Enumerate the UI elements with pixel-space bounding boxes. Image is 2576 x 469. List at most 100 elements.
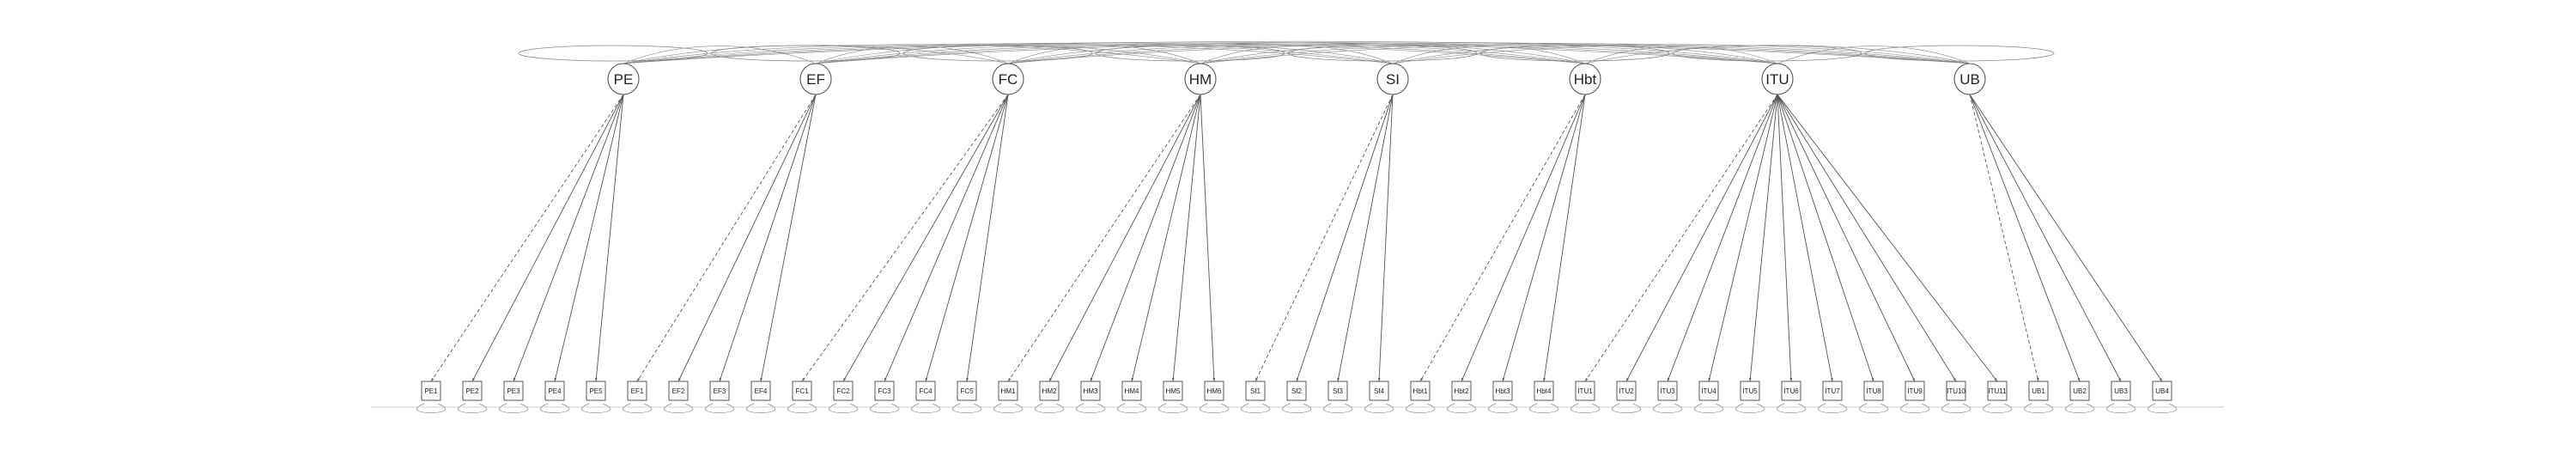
- indicator-SI4: SI4: [1369, 381, 1389, 401]
- latent-circle-SI: [1376, 63, 1409, 95]
- loading-path-ITU-ITU6: [1777, 94, 1792, 382]
- loading-path-Hbt-Hbt3: [1502, 94, 1586, 382]
- covariance-arc-FC-HM: [1007, 46, 1201, 64]
- residual-loop-UB3: [2105, 403, 2136, 413]
- variance-loop-ITU: [1672, 45, 1862, 62]
- latent-label-EF: EF: [806, 71, 825, 88]
- indicator-label-ITU5: ITU5: [1742, 387, 1758, 395]
- indicator-HM2: HM2: [1039, 381, 1060, 401]
- indicator-PE5: PE5: [586, 381, 606, 401]
- residual-loop-ITU4: [1693, 403, 1724, 413]
- loading-path-Hbt-Hbt1: [1419, 94, 1586, 382]
- covariance-arc-PE-ITU: [623, 41, 1778, 64]
- indicator-box-ITU6: [1781, 381, 1801, 401]
- latent-label-Hbt: Hbt: [1574, 71, 1597, 88]
- latent-label-PE: PE: [614, 71, 634, 88]
- loading-path-SI-SI4: [1378, 94, 1394, 382]
- loading-arrowhead-HM2: [1049, 378, 1052, 381]
- loading-path-ITU-ITU4: [1708, 94, 1778, 382]
- loading-path-PE-PE3: [513, 94, 624, 382]
- covariance-arc-FC-Hbt: [1007, 44, 1586, 64]
- indicator-label-PE2: PE2: [465, 387, 479, 395]
- indicator-PE1: PE1: [421, 381, 441, 401]
- covariance-arc-EF-UB: [815, 41, 1971, 64]
- indicator-ITU4: ITU4: [1698, 381, 1719, 401]
- residual-loop-FC5: [951, 403, 982, 413]
- indicator-box-HM3: [1080, 381, 1101, 401]
- indicator-SI1: SI1: [1245, 381, 1266, 401]
- indicator-label-ITU9: ITU9: [1907, 387, 1923, 395]
- indicator-label-ITU1: ITU1: [1577, 387, 1593, 395]
- indicator-box-PE1: [421, 381, 441, 401]
- loading-arrowhead-FC1: [802, 378, 805, 381]
- loading-path-ITU-ITU10: [1777, 94, 1957, 382]
- indicator-label-FC5: FC5: [960, 387, 974, 395]
- covariance-arc-ITU-UB: [1777, 46, 1971, 64]
- latent-circle-FC: [992, 63, 1024, 95]
- indicator-label-Hbt1: Hbt1: [1413, 387, 1428, 395]
- covariance-arc-Hbt-ITU: [1584, 46, 1778, 64]
- indicator-label-ITU7: ITU7: [1825, 387, 1840, 395]
- residual-loop-PE3: [498, 403, 529, 413]
- indicator-ITU2: ITU2: [1616, 381, 1637, 401]
- factor-loading-paths: [430, 94, 2163, 382]
- residual-loop-EF3: [704, 403, 735, 413]
- loading-arrowhead-HM6: [1212, 378, 1216, 381]
- loading-arrowhead-UB3: [2118, 378, 2121, 381]
- loading-path-EF-EF3: [719, 94, 817, 382]
- covariance-arc-EF-SI: [815, 44, 1394, 64]
- loading-arrowhead-ITU3: [1668, 378, 1670, 381]
- loading-path-FC-FC4: [925, 94, 1009, 382]
- latent-variables: PE EF FC HM SI Hbt ITU UB: [607, 63, 1986, 95]
- loading-path-ITU-ITU5: [1749, 94, 1778, 382]
- latent-Hbt: Hbt: [1569, 63, 1601, 95]
- latent-label-HM: HM: [1189, 71, 1212, 88]
- loading-arrowhead-FC3: [884, 378, 887, 381]
- indicator-box-SI3: [1327, 381, 1348, 401]
- indicator-label-PE4: PE4: [548, 387, 562, 395]
- latent-SI: SI: [1376, 63, 1409, 95]
- loading-path-PE-PE1: [430, 94, 624, 382]
- loading-arrowhead-PE4: [554, 378, 557, 381]
- covariance-arc-SI-Hbt: [1392, 46, 1586, 64]
- loading-arrowhead-Hbt4: [1543, 378, 1546, 381]
- residual-loop-EF2: [663, 403, 694, 413]
- indicator-Hbt3: Hbt3: [1492, 381, 1513, 401]
- indicator-box-Hbt3: [1492, 381, 1513, 401]
- residual-loop-ITU5: [1735, 403, 1765, 413]
- indicator-box-ITU2: [1616, 381, 1637, 401]
- latent-label-ITU: ITU: [1765, 71, 1789, 88]
- indicator-box-Hbt2: [1451, 381, 1472, 401]
- indicator-box-ITU8: [1863, 381, 1884, 401]
- variance-loop-Hbt: [1479, 45, 1670, 62]
- residual-loop-ITU11: [1982, 403, 2013, 413]
- residual-loop-Hbt4: [1528, 403, 1559, 413]
- loading-arrowhead-PE2: [472, 378, 475, 381]
- residual-loop-ITU7: [1817, 403, 1848, 413]
- residual-loop-SI4: [1364, 403, 1394, 413]
- residual-variance-loops: [371, 403, 2224, 413]
- latent-label-FC: FC: [999, 71, 1018, 88]
- indicator-box-ITU7: [1822, 381, 1843, 401]
- indicator-FC5: FC5: [957, 381, 977, 401]
- residual-loop-FC3: [869, 403, 900, 413]
- indicator-label-HM3: HM3: [1084, 387, 1098, 395]
- loading-arrowhead-ITU10: [1953, 378, 1956, 381]
- indicator-UB4: UB4: [2152, 381, 2172, 401]
- residual-loop-HM5: [1157, 403, 1188, 413]
- latent-PE: PE: [607, 63, 640, 95]
- indicator-label-SI3: SI3: [1333, 387, 1344, 395]
- residual-loop-FC2: [828, 403, 859, 413]
- indicator-ITU10: ITU10: [1946, 381, 1966, 401]
- indicator-label-ITU11: ITU11: [1988, 387, 2007, 395]
- indicator-label-FC4: FC4: [919, 387, 933, 395]
- latent-ITU: ITU: [1761, 63, 1794, 95]
- latent-circle-UB: [1953, 63, 1986, 95]
- indicator-label-UB2: UB2: [2073, 387, 2087, 395]
- indicator-box-HM5: [1163, 381, 1183, 401]
- latent-EF: EF: [799, 63, 832, 95]
- loading-path-PE-PE2: [471, 94, 624, 382]
- covariance-arc-PE-HM: [623, 44, 1201, 64]
- indicator-label-ITU3: ITU3: [1660, 387, 1675, 395]
- residual-loop-ITU1: [1570, 403, 1601, 413]
